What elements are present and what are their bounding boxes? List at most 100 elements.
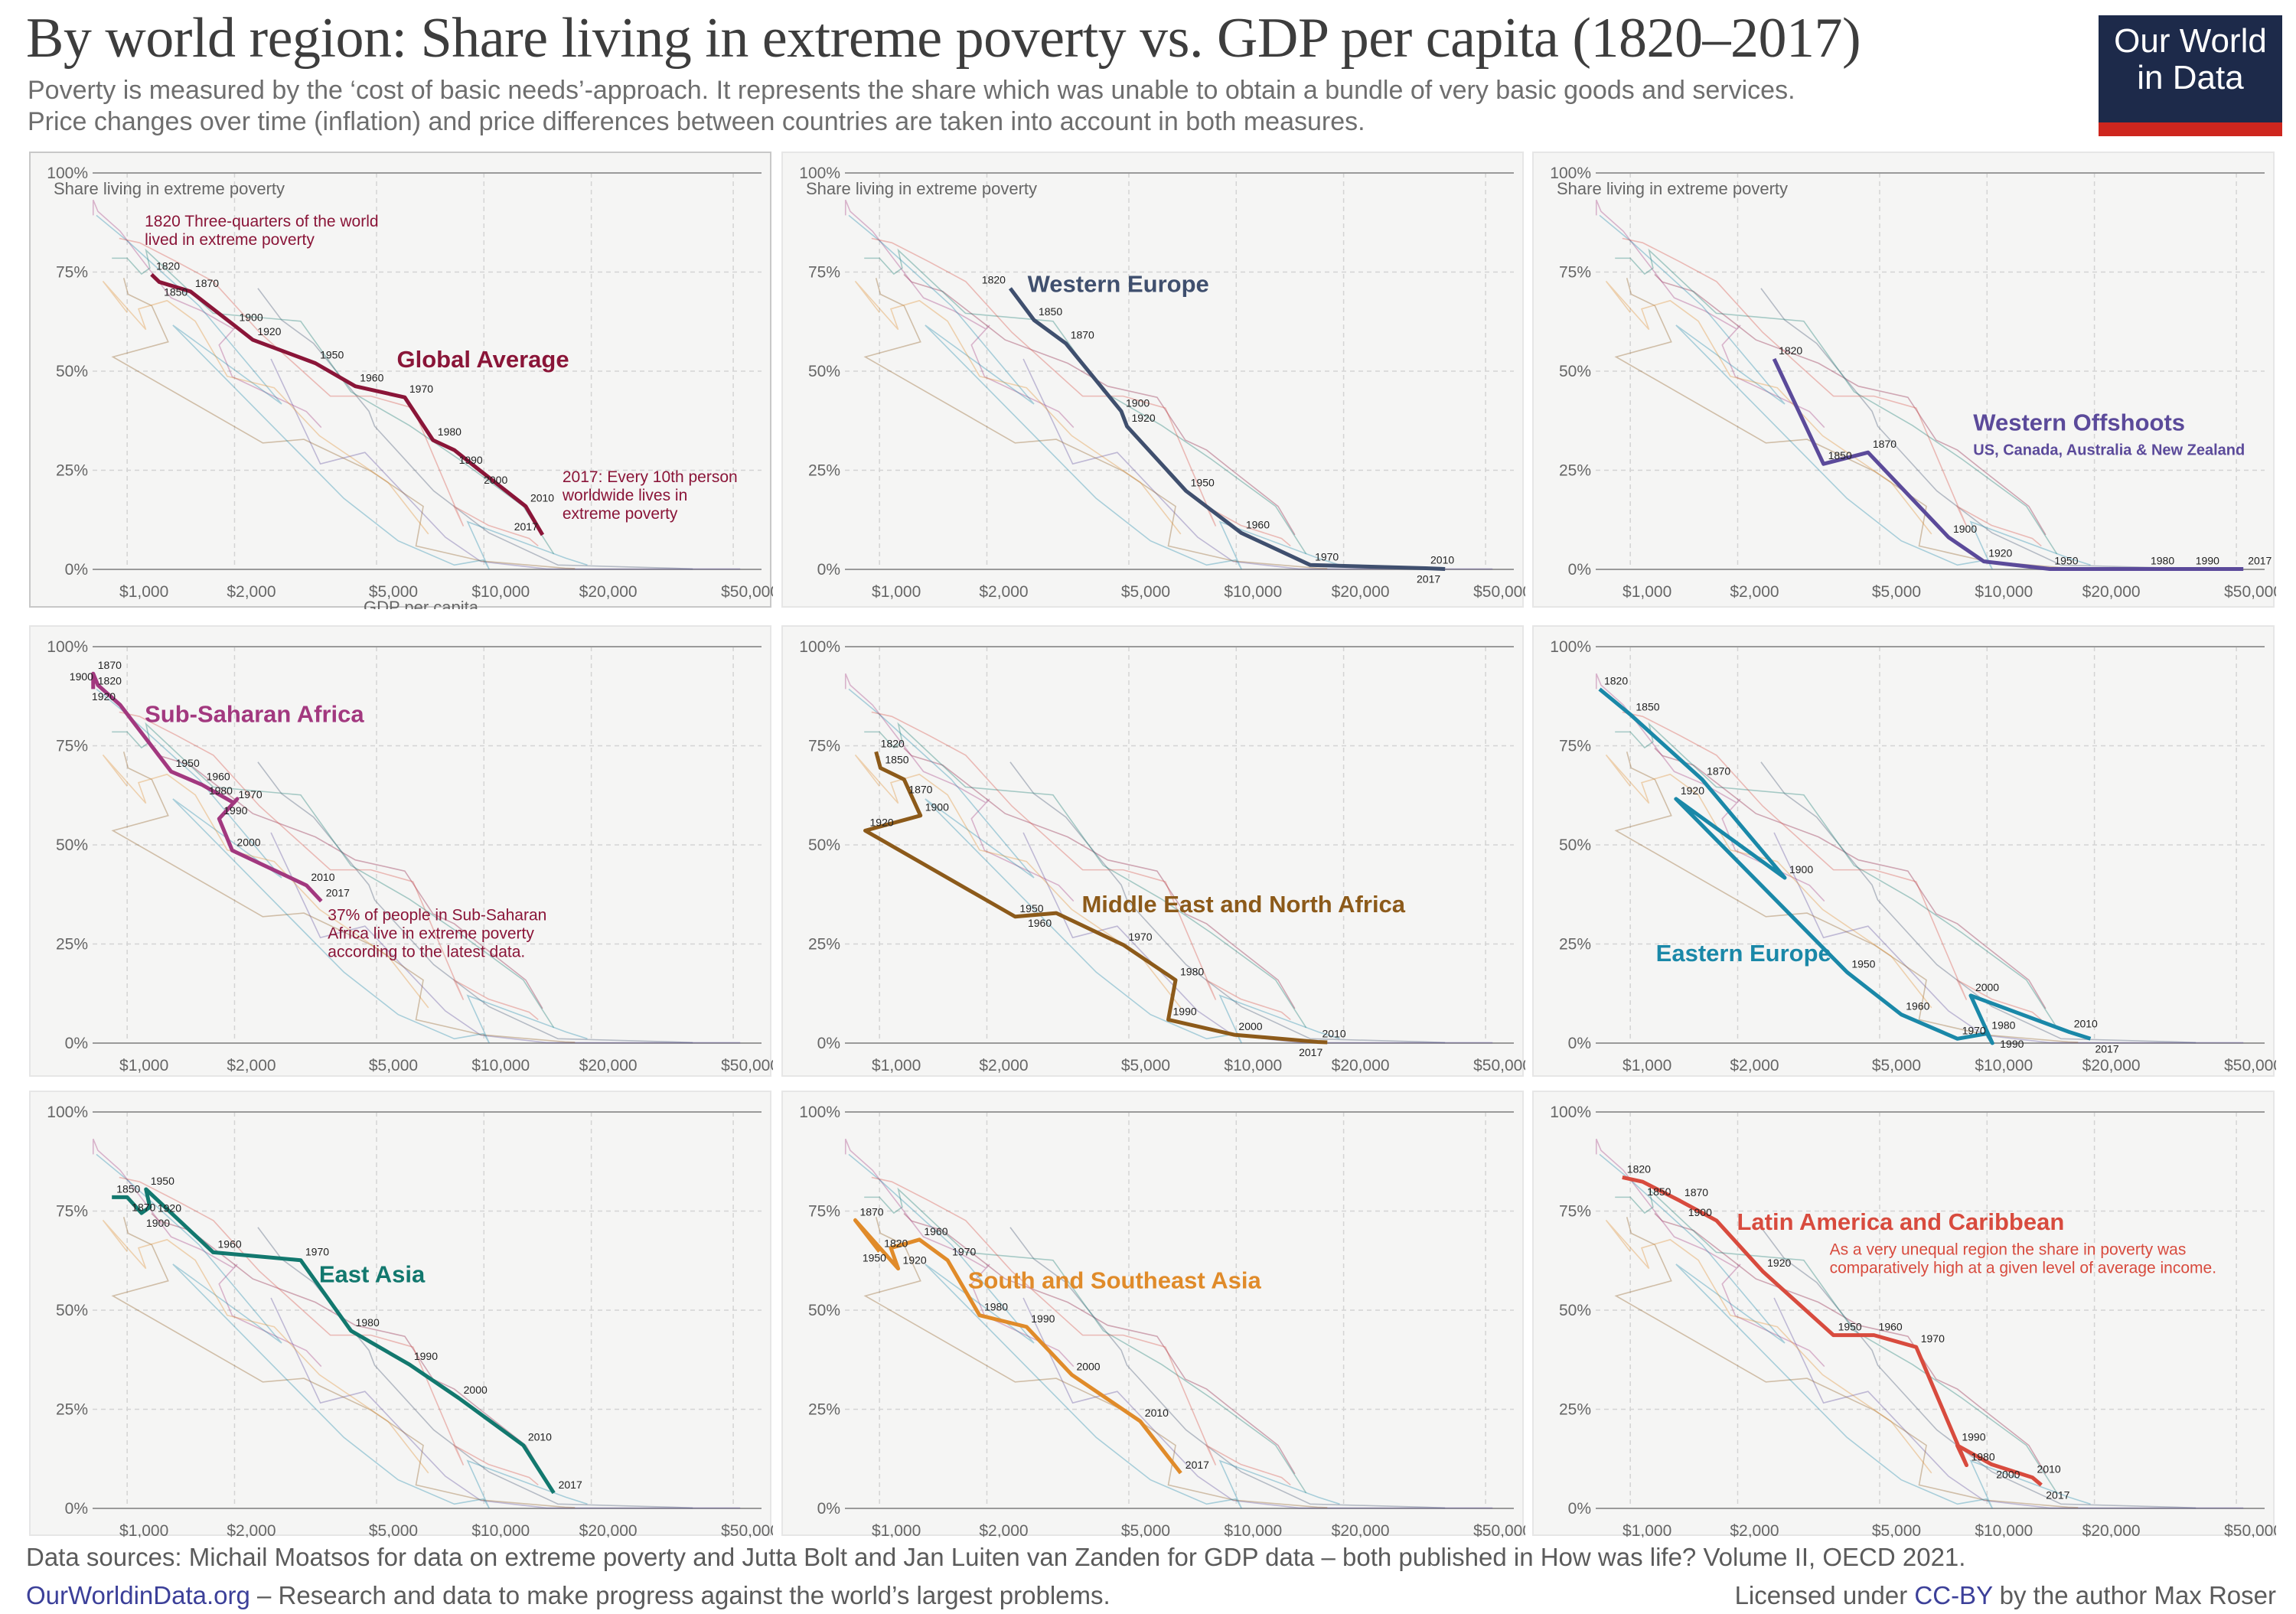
region-label: Western Europe bbox=[1028, 270, 1209, 297]
year-label: 1980 bbox=[984, 1301, 1008, 1313]
background-line-south-and-southeast-asia bbox=[1605, 1219, 1932, 1474]
year-label: 1920 bbox=[257, 325, 281, 337]
chart-subtitle: Poverty is measured by the ‘cost of basi… bbox=[28, 75, 1795, 138]
x-tick-label: $2,000 bbox=[979, 1522, 1028, 1537]
panel-plot: $1,000 $2,000 $5,000 $10,000 $20,000 $50,000 0… bbox=[47, 638, 773, 1074]
panel-sub-saharan-africa: $1,000 $2,000 $5,000 $10,000 $20,000 $50,000 0… bbox=[29, 625, 773, 1077]
series-line-western-europe[interactable] bbox=[1008, 287, 1446, 571]
year-label: 1970 bbox=[1128, 931, 1152, 943]
series-line-south-and-southeast-asia[interactable] bbox=[853, 1218, 1182, 1475]
year-label: 1870 bbox=[859, 1205, 883, 1218]
background-line-eastern-europe bbox=[1599, 1153, 2091, 1509]
background-line-eastern-europe bbox=[96, 688, 588, 1044]
owid-logo[interactable]: Our World in Data bbox=[2099, 15, 2282, 136]
year-label: 2017 bbox=[2095, 1042, 2118, 1055]
background-line-sub-saharan-africa bbox=[1595, 199, 1825, 429]
y-tick-label: 100% bbox=[1550, 1104, 1591, 1121]
background-line-western-europe bbox=[1009, 761, 1446, 1044]
year-label: 1920 bbox=[1132, 412, 1156, 424]
year-label: 2000 bbox=[236, 836, 260, 848]
annotation-text: according to the latest data. bbox=[328, 943, 525, 960]
y-tick-label: 0% bbox=[817, 1500, 840, 1518]
year-label: 1850 bbox=[1647, 1185, 1671, 1198]
x-tick-label: $10,000 bbox=[1224, 1522, 1282, 1537]
background-line-eastern-europe bbox=[848, 688, 1340, 1044]
year-label: 1950 bbox=[1851, 957, 1875, 970]
x-tick-label: $5,000 bbox=[369, 1522, 418, 1537]
x-tick-label: $2,000 bbox=[1730, 583, 1779, 601]
year-label: 2010 bbox=[1145, 1407, 1169, 1419]
year-label: 2017 bbox=[514, 520, 538, 533]
year-label: 1820 bbox=[1604, 674, 1628, 686]
year-label: 1870 bbox=[98, 659, 122, 671]
year-label: 1980 bbox=[1971, 1451, 1994, 1463]
background-line-latin-america-and-caribbean bbox=[1622, 711, 2042, 1021]
background-line-western-europe bbox=[257, 288, 693, 570]
year-label: 2017 bbox=[559, 1479, 582, 1491]
x-tick-label: $10,000 bbox=[471, 1522, 530, 1537]
year-label: 2010 bbox=[528, 1431, 552, 1443]
background-line-east-asia bbox=[112, 722, 555, 1029]
year-label: 2017 bbox=[1186, 1459, 1209, 1471]
license-suffix: by the author Max Roser bbox=[1992, 1581, 2276, 1609]
region-sublabel: US, Canada, Australia & New Zealand bbox=[1973, 442, 2245, 459]
x-tick-label: $1,000 bbox=[119, 583, 168, 601]
year-label: 1970 bbox=[1921, 1332, 1945, 1345]
x-tick-label: $2,000 bbox=[1730, 1057, 1779, 1074]
background-line-western-europe bbox=[1009, 1227, 1446, 1509]
year-label: 1870 bbox=[1684, 1186, 1708, 1198]
x-tick-label: $20,000 bbox=[1332, 1522, 1390, 1537]
background-line-global-average bbox=[151, 748, 543, 1009]
year-label: 1870 bbox=[195, 277, 219, 289]
series-line-east-asia[interactable] bbox=[112, 1187, 556, 1495]
year-label: 1980 bbox=[209, 784, 233, 797]
series-line-global-average[interactable] bbox=[150, 272, 545, 536]
x-tick-label: $50,000 bbox=[1473, 1522, 1525, 1537]
year-label: 1900 bbox=[146, 1217, 170, 1229]
background-line-western-europe bbox=[257, 761, 693, 1044]
year-label: 1900 bbox=[1789, 863, 1813, 875]
series-line-sub-saharan-africa[interactable] bbox=[91, 671, 323, 903]
year-label: 1870 bbox=[1873, 438, 1896, 450]
cc-by-link[interactable]: CC-BY bbox=[1914, 1581, 1993, 1609]
x-tick-label: $20,000 bbox=[2082, 1057, 2141, 1074]
series-line-latin-america-and-caribbean[interactable] bbox=[1622, 1175, 2043, 1487]
year-label: 2017 bbox=[326, 887, 350, 899]
year-label: 1820 bbox=[881, 737, 905, 749]
series-line-middle-east-and-north-africa[interactable] bbox=[863, 751, 1328, 1045]
year-label: 1990 bbox=[459, 454, 483, 466]
tagline: – Research and data to make progress aga… bbox=[249, 1581, 1110, 1609]
x-tick-label: $20,000 bbox=[1332, 583, 1390, 601]
year-label: 1970 bbox=[1962, 1024, 1986, 1036]
background-line-western-offshoots bbox=[1022, 832, 1493, 1044]
x-tick-label: $20,000 bbox=[579, 1522, 638, 1537]
background-line-western-offshoots bbox=[270, 1297, 741, 1509]
year-label: 1950 bbox=[2054, 554, 2078, 566]
background-line-east-asia bbox=[1615, 1187, 2058, 1494]
year-label: 2000 bbox=[1975, 981, 1999, 993]
year-label: 1990 bbox=[414, 1350, 438, 1362]
y-tick-label: 25% bbox=[56, 1401, 88, 1419]
year-label: 2000 bbox=[1238, 1020, 1262, 1032]
y-tick-label: 25% bbox=[56, 462, 88, 480]
x-tick-label: $10,000 bbox=[471, 583, 530, 601]
panel-plot: $1,000 $2,000 $5,000 $10,000 $20,000 $50,000 0… bbox=[1550, 1104, 2276, 1537]
y-axis-label: Share living in extreme poverty bbox=[54, 179, 285, 198]
panel-western-europe: $1,000 $2,000 $5,000 $10,000 $20,000 $50,000 0… bbox=[781, 152, 1525, 608]
x-tick-label: $10,000 bbox=[1224, 1057, 1282, 1074]
year-label: 1970 bbox=[952, 1246, 976, 1258]
year-label: 1990 bbox=[1173, 1005, 1197, 1017]
y-tick-label: 50% bbox=[56, 363, 88, 380]
region-label: Sub-Saharan Africa bbox=[145, 700, 364, 727]
year-label: 2010 bbox=[530, 492, 554, 504]
y-tick-label: 100% bbox=[799, 1104, 840, 1121]
background-line-south-and-southeast-asia bbox=[102, 1219, 429, 1474]
series-line-eastern-europe[interactable] bbox=[1598, 687, 2092, 1045]
y-tick-label: 100% bbox=[47, 165, 88, 182]
series-line-western-offshoots[interactable] bbox=[1772, 357, 2244, 571]
owid-site-link[interactable]: OurWorldinData.org bbox=[26, 1581, 250, 1609]
year-label: 1990 bbox=[2196, 554, 2219, 566]
panel-plot: $1,000 $2,000 $5,000 $10,000 $20,000 $50,000 0… bbox=[47, 165, 773, 609]
x-tick-label: $50,000 bbox=[2224, 1057, 2276, 1074]
x-tick-label: $2,000 bbox=[979, 583, 1028, 601]
